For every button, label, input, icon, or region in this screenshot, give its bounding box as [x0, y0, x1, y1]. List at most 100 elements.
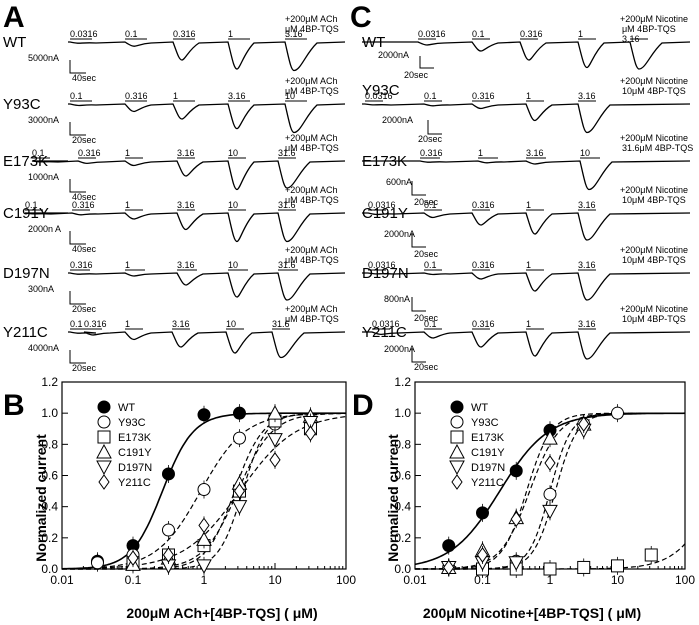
- pulse: 0.0316: [70, 29, 98, 40]
- pulse: 10: [226, 319, 244, 330]
- note-line1: +200μM ACh: [285, 245, 337, 255]
- pulse-conc: 3.16: [578, 91, 596, 101]
- scale-bar: [69, 122, 86, 136]
- legend-label: WT: [118, 402, 135, 414]
- pulse: 0.316: [472, 260, 495, 271]
- pulse: 0.1: [25, 200, 43, 211]
- pulse-set: 0.1 0.316 1 3.16 10 31.6: [70, 319, 290, 330]
- data-point-c191y: [267, 405, 283, 420]
- y-tick-label: 1.0: [41, 406, 58, 420]
- pulse-conc: 3.16: [578, 319, 596, 329]
- pulse-conc: 0.1: [125, 29, 138, 39]
- pulse-conc: 0.1: [424, 319, 437, 329]
- current-trace: [24, 212, 346, 243]
- pulse-conc: 1: [526, 91, 531, 101]
- legend-label: Y211C: [471, 477, 504, 489]
- scale-x-label: 40sec: [72, 244, 97, 254]
- scale-x-label: 20sec: [72, 304, 97, 314]
- panel-label-b: B: [3, 389, 25, 422]
- pulse-conc: 0.316: [125, 91, 148, 101]
- scale-bar: [411, 348, 426, 363]
- pulse: 0.0316: [418, 29, 446, 40]
- x-tick-label: 100: [675, 573, 695, 587]
- x-axis-title: 200μM Nicotine+[4BP-TQS] ( μM): [423, 605, 641, 621]
- pulse: 0.1: [70, 91, 92, 102]
- pulse: 1: [478, 148, 498, 159]
- scale-y-label: 2000nA: [384, 344, 415, 354]
- data-point-y211c: [198, 517, 210, 534]
- pulse: 0.1: [472, 29, 490, 40]
- data-point-y211c: [233, 483, 246, 499]
- pulse: 0.316: [472, 319, 495, 330]
- x-tick-label: 1: [201, 573, 208, 587]
- x-tick-label: 10: [268, 573, 282, 587]
- pulse: 3.16: [622, 34, 648, 44]
- legend-marker-wt: [450, 400, 464, 414]
- data-point-y211c: [544, 455, 556, 471]
- pulse: 3.16: [578, 319, 596, 330]
- scale-y-label: 1000nA: [28, 172, 59, 182]
- y-tick-label: 1.0: [394, 406, 411, 420]
- y-tick-label: 1.2: [394, 375, 411, 389]
- pulse: 1: [526, 260, 544, 271]
- pulse-conc: 1: [526, 200, 531, 210]
- trace-row: E173K +200μM Nicotine 31.6μM 4BP-TQS 600…: [362, 133, 693, 207]
- current-trace: [362, 212, 691, 241]
- legend-marker-y211c: [451, 474, 463, 490]
- current-trace: [362, 331, 691, 360]
- scale-bar: [69, 231, 86, 245]
- scale-bar: [69, 350, 86, 364]
- dose-response-plot-nicotine: Normalized current 200μM Nicotine+[4BP-T…: [385, 375, 695, 621]
- legend-label: D197N: [118, 462, 152, 474]
- scale-y-label: 600nA: [386, 177, 412, 187]
- pulse-conc: 0.1: [25, 200, 38, 210]
- pulse-conc: 3.16: [622, 34, 640, 44]
- pulse-conc: 31.6: [278, 148, 296, 158]
- scale-y-label: 2000nA: [384, 229, 415, 239]
- note-line2: 31.6μM 4BP-TQS: [622, 143, 693, 153]
- pulse-conc: 0.1: [424, 200, 437, 210]
- fit-curve-y211c: [62, 416, 347, 570]
- scale-y-label: 4000nA: [28, 343, 59, 353]
- pulse: 3.16: [177, 200, 195, 211]
- pulse-conc: 0.316: [84, 319, 107, 329]
- data-point-y211c: [269, 452, 281, 468]
- pulse-conc: 31.6: [278, 260, 296, 270]
- current-trace: [68, 331, 346, 359]
- pulse-conc: 1: [228, 29, 233, 39]
- note-line1: +200μM Nicotine: [620, 133, 688, 143]
- trace-row: Y211C +200μM Nicotine 10μM 4BP-TQS 2000n…: [362, 304, 691, 372]
- pulse: 3.16: [578, 200, 596, 211]
- pulse-set: 0.1 0.316 1 3.16 10 31.6: [25, 200, 296, 211]
- note-line1: +200μM ACh: [285, 133, 337, 143]
- pulse: 0.316: [125, 91, 148, 102]
- note-line2: μM 4BP-TQS: [285, 255, 339, 265]
- pulse-conc: 3.16: [172, 319, 190, 329]
- mutant-label: Y211C: [3, 324, 48, 341]
- pulse: 3.16: [177, 148, 195, 159]
- pulse-conc: 10: [285, 91, 295, 101]
- pulse: 1: [173, 91, 195, 102]
- pulse-conc: 10: [580, 148, 590, 158]
- note-line1: +200μM Nicotine: [620, 76, 688, 86]
- pulse: 1: [526, 91, 544, 102]
- note-line1: +200μM ACh: [285, 185, 337, 195]
- pulse: 10: [228, 200, 246, 211]
- data-point-e173k: [644, 548, 658, 562]
- pulse-set: 0.1 0.316 1 3.16 10 31.6: [32, 148, 296, 159]
- data-point-y211c: [162, 547, 175, 563]
- scale-y-label: 800nA: [384, 294, 410, 304]
- pulse: 1: [125, 148, 143, 159]
- scale-x-label: 20sec: [414, 249, 439, 259]
- scale-x-label: 40sec: [72, 192, 97, 202]
- pulse: 0.1: [125, 29, 147, 40]
- current-trace: [362, 103, 691, 134]
- current-trace: [362, 41, 691, 70]
- pulse-conc: 0.316: [472, 319, 495, 329]
- pulse: 3.16: [526, 148, 546, 159]
- pulse-conc: 0.1: [70, 319, 83, 329]
- data-point-y211c: [476, 547, 489, 563]
- pulse: 0.1: [424, 260, 442, 271]
- data-point-y93c: [197, 483, 211, 497]
- trace-row: E173K +200μM ACh μM 4BP-TQS 1000nA 40sec…: [3, 133, 346, 202]
